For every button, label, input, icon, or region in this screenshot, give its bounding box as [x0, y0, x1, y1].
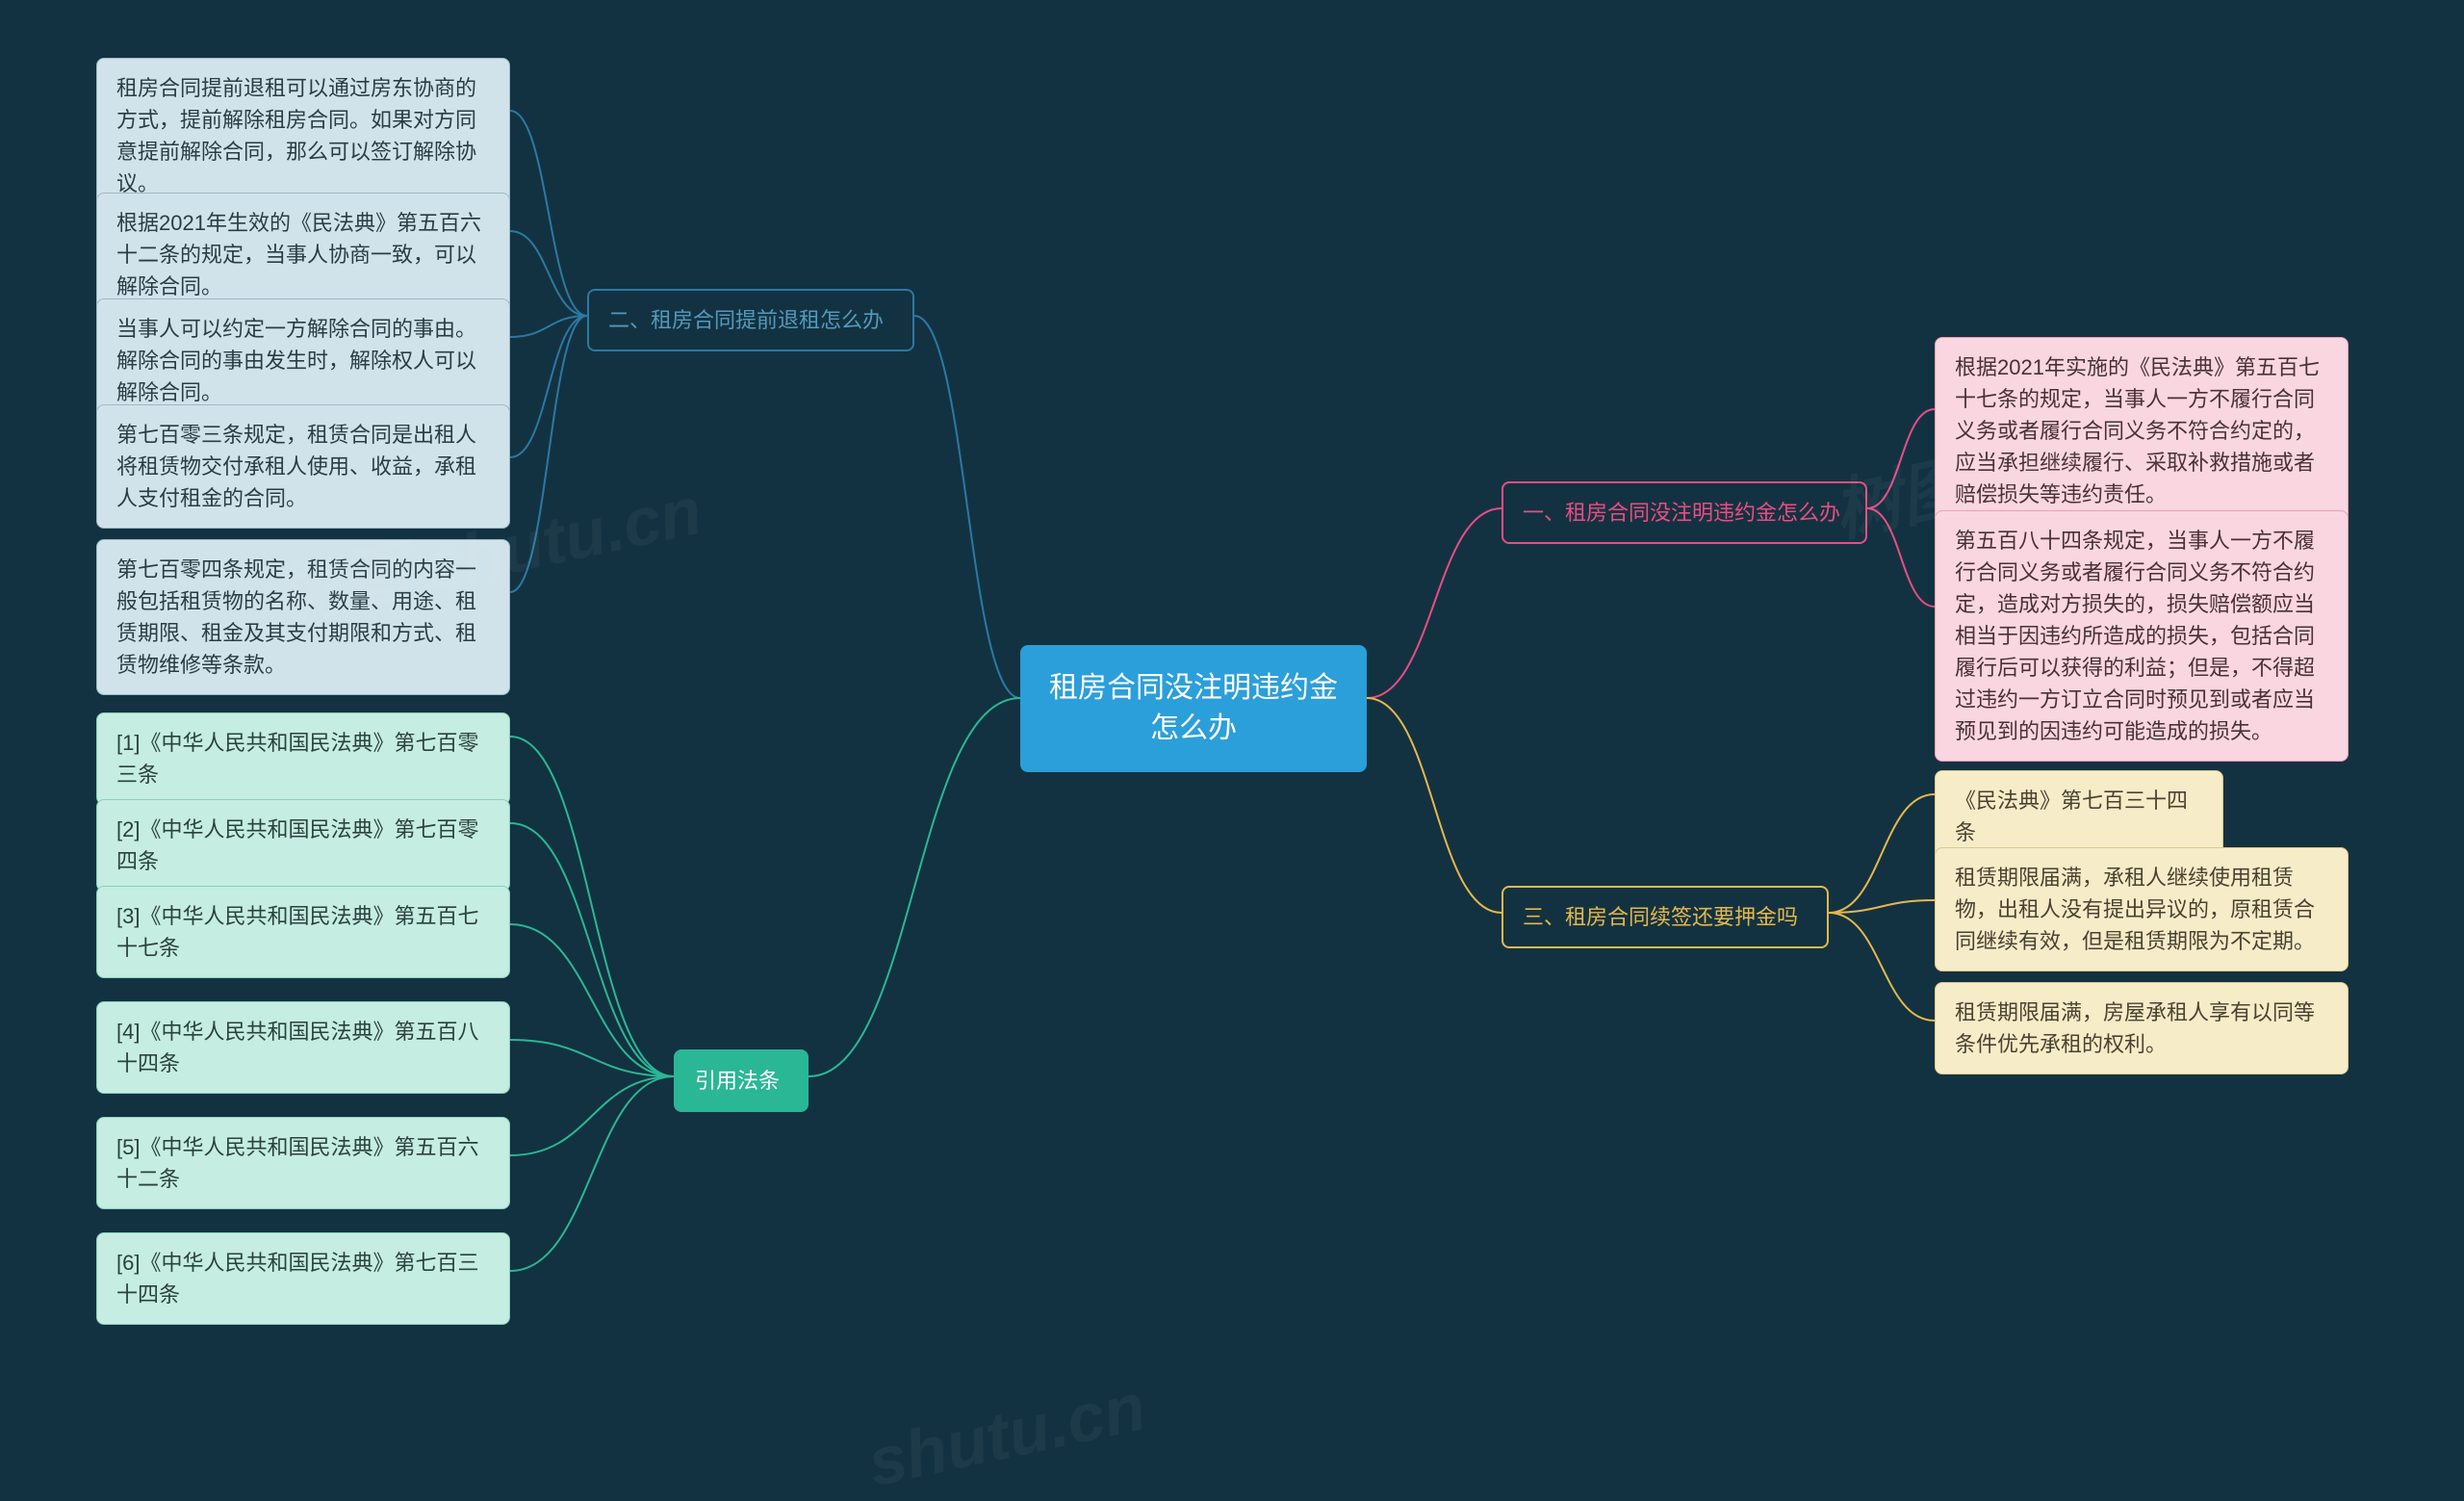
leaf-text: 根据2021年实施的《民法典》第五百七十七条的规定，当事人一方不履行合同义务或者…: [1955, 355, 2320, 506]
root-text: 租房合同没注明违约金怎么办: [1049, 672, 1338, 744]
leaf-text: [5]《中华人民共和国民法典》第五百六十二条: [116, 1135, 478, 1191]
leaf-text: 第七百零四条规定，租赁合同的内容一般包括租赁物的名称、数量、用途、租赁期限、租金…: [116, 557, 476, 677]
leaf-l4-5[interactable]: [6]《中华人民共和国民法典》第七百三十四条: [96, 1232, 510, 1325]
branch-2[interactable]: 二、租房合同提前退租怎么办: [587, 289, 914, 351]
leaf-text: 租房合同提前退租可以通过房东协商的方式，提前解除租房合同。如果对方同意提前解除合…: [116, 76, 476, 195]
leaf-l4-2[interactable]: [3]《中华人民共和国民法典》第五百七十七条: [96, 886, 510, 978]
leaf-text: 租赁期限届满，承租人继续使用租赁物，出租人没有提出异议的，原租赁合同继续有效，但…: [1955, 866, 2315, 953]
leaf-r3-2[interactable]: 租赁期限届满，房屋承租人享有以同等条件优先承租的权利。: [1935, 982, 2348, 1074]
root-node[interactable]: 租房合同没注明违约金怎么办: [1020, 645, 1367, 772]
leaf-r3-1[interactable]: 租赁期限届满，承租人继续使用租赁物，出租人没有提出异议的，原租赁合同继续有效，但…: [1935, 847, 2348, 971]
leaf-text: 租赁期限届满，房屋承租人享有以同等条件优先承租的权利。: [1955, 1000, 2315, 1056]
leaf-text: 当事人可以约定一方解除合同的事由。解除合同的事由发生时，解除权人可以解除合同。: [116, 317, 476, 404]
leaf-l4-4[interactable]: [5]《中华人民共和国民法典》第五百六十二条: [96, 1117, 510, 1209]
watermark: shutu.cn: [861, 1368, 1152, 1501]
leaf-text: [3]《中华人民共和国民法典》第五百七十七条: [116, 904, 478, 960]
leaf-text: 第七百零三条规定，租赁合同是出租人将租赁物交付承租人使用、收益，承租人支付租金的…: [116, 423, 476, 510]
leaf-r1-0[interactable]: 根据2021年实施的《民法典》第五百七十七条的规定，当事人一方不履行合同义务或者…: [1935, 337, 2348, 525]
branch-1-label: 一、租房合同没注明违约金怎么办: [1523, 501, 1840, 525]
branch-4-label: 引用法条: [695, 1069, 780, 1093]
leaf-l2-3[interactable]: 第七百零三条规定，租赁合同是出租人将租赁物交付承租人使用、收益，承租人支付租金的…: [96, 404, 510, 529]
branch-3[interactable]: 三、租房合同续签还要押金吗: [1502, 886, 1829, 948]
leaf-l4-3[interactable]: [4]《中华人民共和国民法典》第五百八十四条: [96, 1001, 510, 1094]
leaf-text: [1]《中华人民共和国民法典》第七百零三条: [116, 731, 478, 787]
leaf-text: [6]《中华人民共和国民法典》第七百三十四条: [116, 1251, 478, 1307]
leaf-l2-0[interactable]: 租房合同提前退租可以通过房东协商的方式，提前解除租房合同。如果对方同意提前解除合…: [96, 58, 510, 214]
leaf-text: 第五百八十四条规定，当事人一方不履行合同义务或者履行合同义务不符合约定，造成对方…: [1955, 529, 2315, 743]
branch-2-label: 二、租房合同提前退租怎么办: [608, 308, 884, 332]
leaf-l4-1[interactable]: [2]《中华人民共和国民法典》第七百零四条: [96, 799, 510, 892]
leaf-r1-1[interactable]: 第五百八十四条规定，当事人一方不履行合同义务或者履行合同义务不符合约定，造成对方…: [1935, 510, 2348, 762]
leaf-text: [4]《中华人民共和国民法典》第五百八十四条: [116, 1020, 478, 1075]
branch-1[interactable]: 一、租房合同没注明违约金怎么办: [1502, 481, 1867, 544]
branch-4[interactable]: 引用法条: [674, 1049, 808, 1112]
leaf-text: [2]《中华人民共和国民法典》第七百零四条: [116, 817, 478, 873]
leaf-l2-4[interactable]: 第七百零四条规定，租赁合同的内容一般包括租赁物的名称、数量、用途、租赁期限、租金…: [96, 539, 510, 695]
branch-3-label: 三、租房合同续签还要押金吗: [1523, 905, 1798, 929]
leaf-l4-0[interactable]: [1]《中华人民共和国民法典》第七百零三条: [96, 712, 510, 805]
leaf-text: 根据2021年生效的《民法典》第五百六十二条的规定，当事人协商一致，可以解除合同…: [116, 211, 481, 298]
leaf-text: 《民法典》第七百三十四条: [1955, 789, 2188, 844]
